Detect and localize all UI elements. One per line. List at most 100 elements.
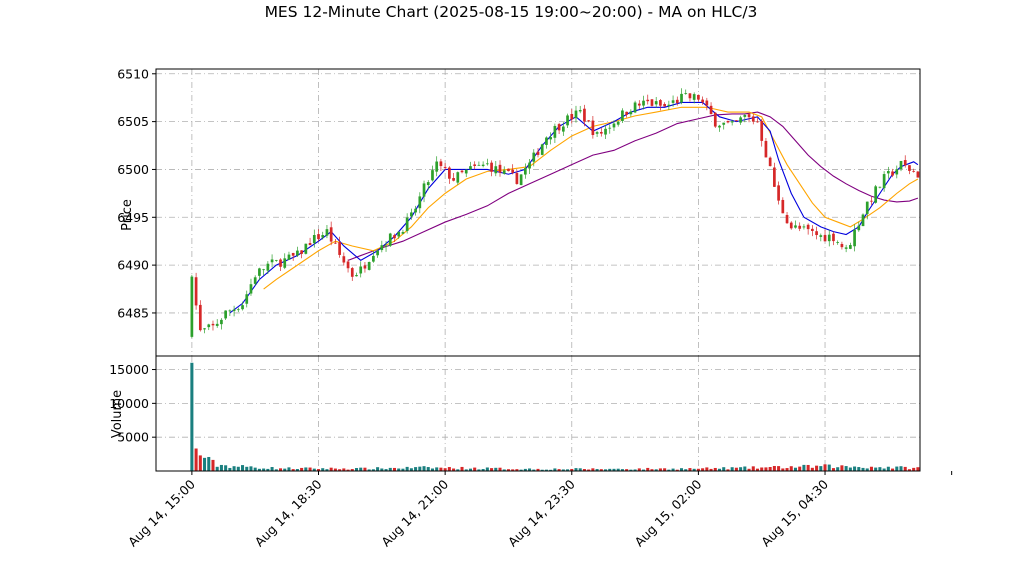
volume-bar — [891, 468, 895, 471]
x-tick-label: Aug 14, 21:00 — [378, 476, 451, 549]
volume-bar — [354, 468, 359, 471]
price-ytick-label: 6490 — [117, 258, 149, 273]
candle-body — [393, 235, 396, 239]
volume-ytick-label: 5000 — [117, 430, 149, 445]
volume-bar — [819, 466, 823, 471]
volume-bar — [536, 468, 540, 471]
volume-bar — [848, 467, 852, 471]
candle-body — [768, 157, 772, 167]
volume-bar — [751, 466, 755, 471]
volume-bar — [295, 469, 299, 471]
volume-bar — [418, 466, 422, 471]
volume-bar — [203, 457, 207, 471]
volume-bar — [464, 469, 468, 471]
volume-bar — [194, 448, 198, 471]
candle-body — [756, 121, 759, 123]
candle-body — [346, 261, 350, 269]
volume-bar — [629, 469, 633, 471]
price-ytick-label: 6500 — [117, 162, 149, 177]
candle-body — [663, 103, 666, 107]
candle-body — [431, 170, 434, 181]
volume-bar — [468, 468, 472, 471]
volume-bar — [380, 468, 384, 471]
candle-body — [836, 242, 840, 243]
candle-body — [545, 137, 548, 145]
candle-body — [722, 122, 726, 125]
volume-bar — [599, 469, 603, 471]
candle-body — [540, 144, 544, 155]
candle-body — [334, 242, 337, 244]
volume-bar — [777, 466, 781, 471]
volume-bar — [722, 467, 726, 471]
volume-bar — [844, 466, 848, 471]
candle-body — [355, 275, 358, 277]
chart-title: MES 12-Minute Chart (2025-08-15 19:00~20… — [265, 3, 758, 21]
candle-body — [414, 208, 417, 213]
candle-body — [908, 165, 911, 171]
candle-body — [456, 172, 460, 183]
volume-bar — [219, 464, 223, 471]
volume-bar — [245, 466, 249, 471]
volume-bar — [329, 467, 333, 471]
x-tick-label: Aug 14, 18:30 — [252, 476, 325, 549]
candle-body — [912, 170, 916, 172]
volume-bar — [241, 465, 245, 471]
candle-body — [511, 169, 515, 173]
price-ytick-label: 6495 — [117, 210, 149, 225]
volume-bar — [595, 469, 599, 471]
volume-bar — [338, 469, 342, 471]
candle-body — [713, 112, 717, 127]
candle-body — [494, 166, 498, 174]
volume-bar — [823, 464, 827, 471]
volume-bar — [878, 467, 882, 471]
candle-body — [507, 168, 510, 172]
candle-body — [701, 99, 704, 103]
candle-body — [659, 100, 662, 106]
volume-bar — [882, 468, 886, 471]
candle-body — [777, 185, 780, 201]
candle-body — [709, 105, 713, 115]
candle-body — [891, 171, 894, 176]
candle-body — [675, 99, 679, 104]
volume-bar — [874, 467, 878, 471]
volume-bar — [717, 468, 722, 471]
volume-bar — [760, 467, 764, 471]
volume-bar — [903, 466, 907, 471]
candle-body — [726, 120, 730, 123]
candle-body — [781, 199, 785, 214]
candle-body — [557, 124, 561, 131]
candle-body — [591, 120, 595, 136]
candle-body — [747, 114, 751, 118]
volume-bar — [430, 468, 434, 471]
candle-body — [283, 258, 287, 268]
candle-body — [329, 227, 333, 242]
volume-bar — [409, 468, 413, 471]
volume-bar — [684, 469, 688, 471]
candle-body — [279, 259, 282, 267]
volume-bar — [705, 467, 709, 471]
volume-bar — [266, 468, 270, 471]
volume-bar — [895, 466, 899, 471]
candle-body — [583, 108, 586, 122]
volume-bar — [815, 465, 819, 471]
candle-body — [849, 245, 852, 249]
candle-body — [287, 254, 291, 260]
volume-bar — [481, 469, 485, 471]
candle-body — [608, 127, 612, 129]
volume-bar — [228, 467, 232, 471]
candle-body — [262, 269, 265, 271]
candle-body — [671, 100, 675, 103]
candle-body — [477, 164, 481, 166]
volume-bar — [709, 468, 713, 471]
volume-bar — [414, 467, 418, 471]
volume-bar — [865, 468, 869, 471]
volume-bar — [663, 468, 667, 471]
candle-body — [870, 200, 873, 202]
volume-bar — [342, 468, 346, 471]
volume-bar — [528, 468, 532, 471]
candle-body — [452, 178, 455, 181]
volume-bar — [916, 467, 920, 471]
volume-bar — [312, 468, 316, 471]
candle-body — [595, 132, 599, 134]
volume-grid — [156, 356, 920, 471]
